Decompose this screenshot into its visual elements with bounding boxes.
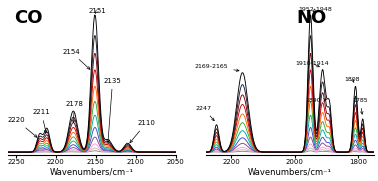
Text: 2151: 2151 — [88, 8, 106, 14]
Text: 2110: 2110 — [130, 120, 155, 143]
Text: 2178: 2178 — [65, 101, 83, 123]
Text: 2220: 2220 — [8, 117, 37, 137]
Text: 2211: 2211 — [33, 109, 50, 133]
Text: NO: NO — [297, 9, 327, 27]
Text: 2154: 2154 — [62, 49, 90, 69]
Text: 2169-2165: 2169-2165 — [195, 64, 239, 71]
Text: 1808: 1808 — [345, 77, 360, 82]
X-axis label: Wavenumbers/cm⁻¹: Wavenumbers/cm⁻¹ — [50, 168, 134, 177]
Text: 1785: 1785 — [352, 98, 368, 114]
Text: CO: CO — [14, 9, 43, 27]
Text: 1890: 1890 — [305, 98, 326, 103]
Text: 1952-1948: 1952-1948 — [298, 7, 332, 12]
Text: 2247: 2247 — [196, 106, 214, 121]
Text: 1910-1914: 1910-1914 — [295, 61, 329, 67]
X-axis label: Wavenumbers/cm⁻¹: Wavenumbers/cm⁻¹ — [248, 168, 332, 177]
Text: 2135: 2135 — [104, 78, 121, 143]
